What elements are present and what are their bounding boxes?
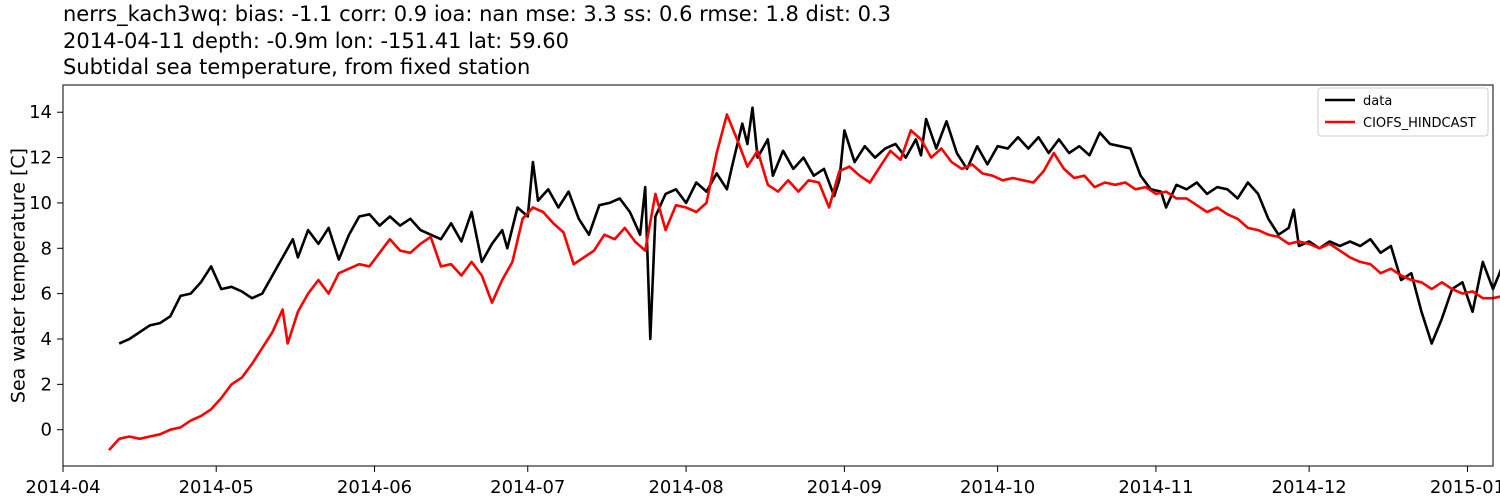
y-tick-label: 14	[29, 102, 52, 123]
chart-title-line-1: nerrs_kach3wq: bias: -1.1 corr: 0.9 ioa:…	[63, 2, 892, 26]
y-tick-label: 6	[41, 284, 52, 305]
y-tick-label: 10	[29, 193, 52, 214]
legend-label: CIOFS_HINDCAST	[1363, 116, 1476, 131]
x-tick-label: 2015-01	[1430, 477, 1500, 498]
legend: data CIOFS_HINDCAST	[1317, 87, 1489, 137]
x-tick-label: 2014-04	[25, 477, 100, 498]
x-tick-label: 2014-08	[648, 477, 723, 498]
y-tick-label: 8	[41, 238, 52, 259]
chart-title-line-3: Subtidal sea temperature, from fixed sta…	[63, 55, 531, 79]
y-axis-label: Sea water temperature [C]	[8, 148, 30, 403]
x-tick-label: 2014-06	[337, 477, 412, 498]
x-tick-label: 2014-10	[960, 477, 1035, 498]
x-tick-label: 2014-07	[490, 477, 565, 498]
y-tick-label: 12	[29, 148, 52, 169]
y-tick-label: 0	[41, 420, 52, 441]
axis-ticks: 2014-04 2014-05 2014-06 2014-07 2014-08 2014-…	[25, 102, 1500, 498]
x-tick-label: 2014-09	[807, 477, 882, 498]
data-series-line	[118, 106, 1500, 345]
chart-title-line-2: 2014-04-11 depth: -0.9m lon: -151.41 lat…	[63, 29, 569, 53]
x-tick-label: 2014-05	[179, 477, 254, 498]
axes-frame	[62, 84, 1494, 467]
legend-box	[1317, 87, 1489, 137]
ciofs-hindcast-series-line	[108, 113, 1500, 451]
y-tick-label: 2	[41, 374, 52, 395]
x-tick-label: 2014-11	[1118, 477, 1193, 498]
y-tick-label: 4	[41, 329, 52, 350]
x-tick-label: 2014-12	[1272, 477, 1347, 498]
legend-label: data	[1363, 94, 1392, 109]
chart-marks	[108, 106, 1500, 451]
